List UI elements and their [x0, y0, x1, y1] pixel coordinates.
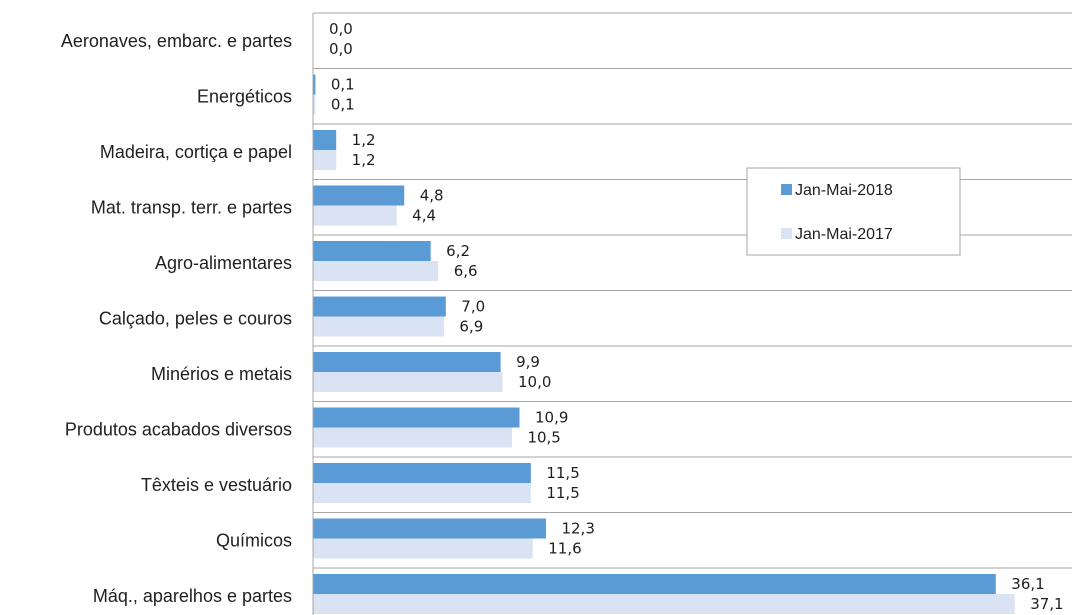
bar-2017 [313, 594, 1015, 614]
value-label-2018: 6,2 [446, 242, 470, 260]
legend-swatch-2017 [781, 228, 792, 239]
category-label: Aeronaves, embarc. e partes [61, 31, 292, 51]
value-label-2017: 11,6 [548, 540, 581, 558]
value-label-2018: 36,1 [1011, 575, 1044, 593]
value-label-2017: 37,1 [1030, 595, 1063, 613]
bar-2018 [313, 574, 996, 594]
category-label: Mat. transp. terr. e partes [91, 197, 292, 217]
value-labels: 0,0 0,0 0,1 0,1 1,2 1,2 4,8 4,4 6,2 6,6 7,0 6,9 9,9 1… [329, 20, 1064, 613]
value-label-2017: 10,0 [518, 373, 551, 391]
value-label-2017: 1,2 [352, 151, 376, 169]
value-label-2018: 1,2 [352, 131, 376, 149]
bar-2018 [313, 407, 520, 428]
category-label: Químicos [216, 530, 292, 550]
category-label: Máq., aparelhos e partes [93, 586, 292, 606]
bar-2018 [313, 185, 405, 206]
bar-2017 [313, 483, 531, 503]
category-label: Agro-alimentares [155, 253, 292, 273]
bar-2018 [313, 352, 501, 372]
bar-2017 [313, 261, 439, 281]
value-label-2017: 4,4 [412, 207, 436, 225]
bar-2017 [313, 205, 397, 226]
value-label-2017: 6,9 [459, 318, 483, 336]
value-label-2018: 7,0 [461, 298, 485, 316]
legend-label-2018: Jan-Mai-2018 [795, 182, 893, 199]
bar-2017 [313, 427, 512, 448]
legend-label-2017: Jan-Mai-2017 [795, 226, 893, 243]
bar-2017 [313, 372, 503, 392]
value-label-2018: 9,9 [516, 353, 540, 371]
bar-2018 [313, 130, 337, 150]
category-label: Produtos acabados diversos [65, 419, 292, 439]
value-label-2017: 0,0 [329, 40, 353, 58]
value-label-2018: 12,3 [561, 520, 594, 538]
category-separators [313, 12, 1072, 569]
category-label: Têxteis e vestuário [141, 475, 292, 495]
bar-2018 [313, 74, 316, 95]
legend-box [746, 167, 961, 256]
bar-2018 [313, 296, 446, 317]
value-label-2017: 11,5 [546, 484, 579, 502]
bar-2017 [313, 538, 533, 559]
value-label-2018: 11,5 [546, 464, 579, 482]
category-label: Madeira, cortiça e papel [100, 142, 292, 162]
bar-2018 [313, 518, 546, 539]
bar-2017 [313, 94, 316, 115]
value-label-2018: 10,9 [535, 409, 568, 427]
category-labels: Aeronaves, embarc. e partes Energéticos Ma… [61, 31, 292, 606]
category-label: Energéticos [197, 86, 292, 106]
value-label-2018: 4,8 [420, 187, 444, 205]
bar-2018 [313, 241, 431, 261]
bar-2017 [313, 316, 444, 337]
bar-2017 [313, 150, 337, 170]
bar-2018 [313, 463, 531, 483]
category-label: Minérios e metais [151, 364, 292, 384]
value-label-2017: 0,1 [331, 96, 355, 114]
value-label-2017: 6,6 [454, 262, 478, 280]
bars [313, 74, 1015, 614]
value-label-2018: 0,0 [329, 20, 353, 38]
legend: Jan-Mai-2018 Jan-Mai-2017 [746, 167, 961, 256]
category-label: Calçado, peles e couros [99, 308, 292, 328]
value-label-2018: 0,1 [331, 76, 355, 94]
value-label-2017: 10,5 [527, 429, 560, 447]
legend-swatch-2018 [781, 184, 792, 195]
